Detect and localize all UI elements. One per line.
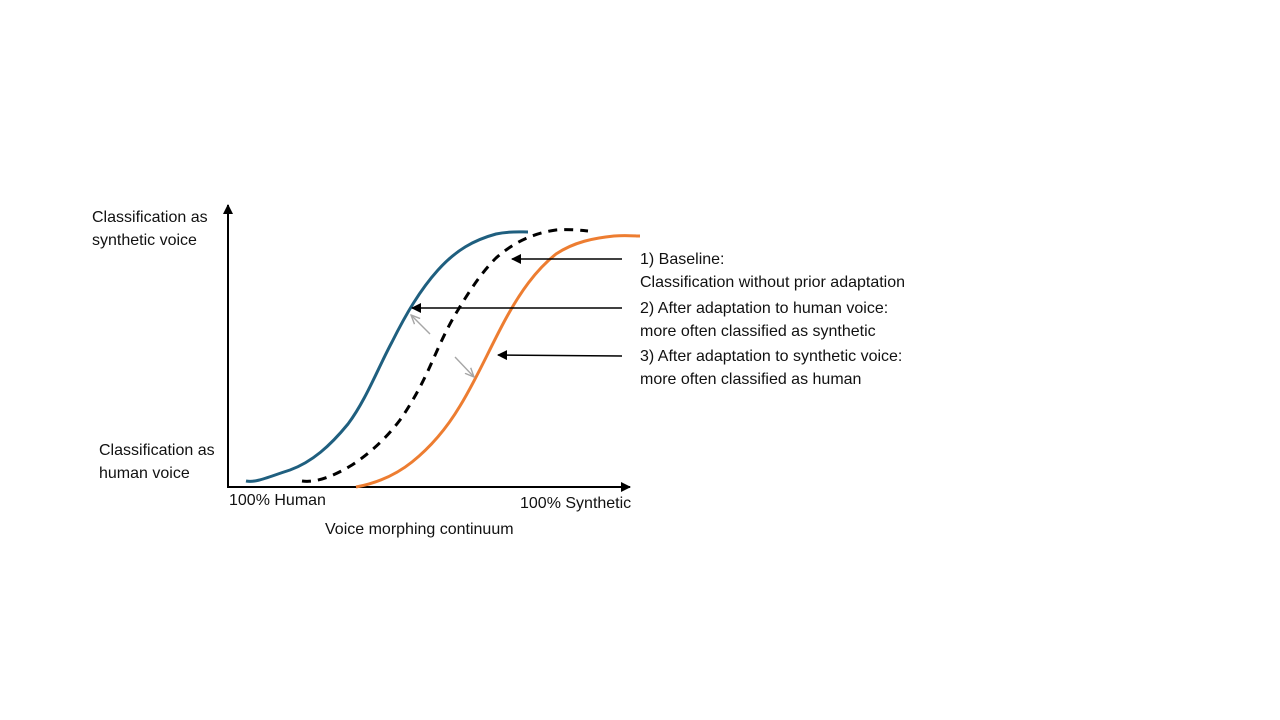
x-axis-left-label: 100% Human (229, 492, 326, 509)
x-axis-title: Voice morphing continuum (325, 521, 514, 538)
human-adapted-curve (245, 230, 529, 483)
annotation-synthetic-adapted-line-2: more often classified as human (640, 371, 862, 388)
annotation-human-adapted-line-1: 2) After adaptation to human voice: (640, 300, 889, 317)
annotation-synthetic-adapted-line-1: 3) After adaptation to synthetic voice: (640, 348, 903, 365)
annotation-arrow-synthetic-adapted (497, 350, 623, 361)
y-axis-top-label-line-1: Classification as (92, 209, 208, 226)
annotation-baseline-line-1: 1) Baseline: (640, 251, 725, 268)
annotation-human-adapted: 2) After adaptation to human voice: more… (640, 297, 888, 343)
annotation-synthetic-adapted: 3) After adaptation to synthetic voice: … (640, 345, 902, 391)
synthetic-adapted-curve (355, 234, 641, 489)
y-axis-bottom-label-line-1: Classification as (99, 442, 215, 459)
annotation-baseline-line-2: Classification without prior adaptation (640, 274, 906, 291)
baseline-curve (301, 228, 589, 483)
annotation-human-adapted-line-2: more often classified as synthetic (640, 323, 876, 340)
shift-arrow-left (411, 315, 431, 335)
y-axis-top-label: Classification as synthetic voice (92, 206, 208, 252)
shift-arrow-right (454, 356, 474, 377)
annotation-baseline: 1) Baseline: Classification without prio… (640, 248, 905, 294)
y-axis-bottom-label: Classification as human voice (99, 439, 215, 485)
x-axis-right-label: 100% Synthetic (520, 495, 632, 512)
y-axis-top-label-line-2: synthetic voice (92, 232, 197, 249)
y-axis-bottom-label-line-2: human voice (99, 465, 190, 482)
